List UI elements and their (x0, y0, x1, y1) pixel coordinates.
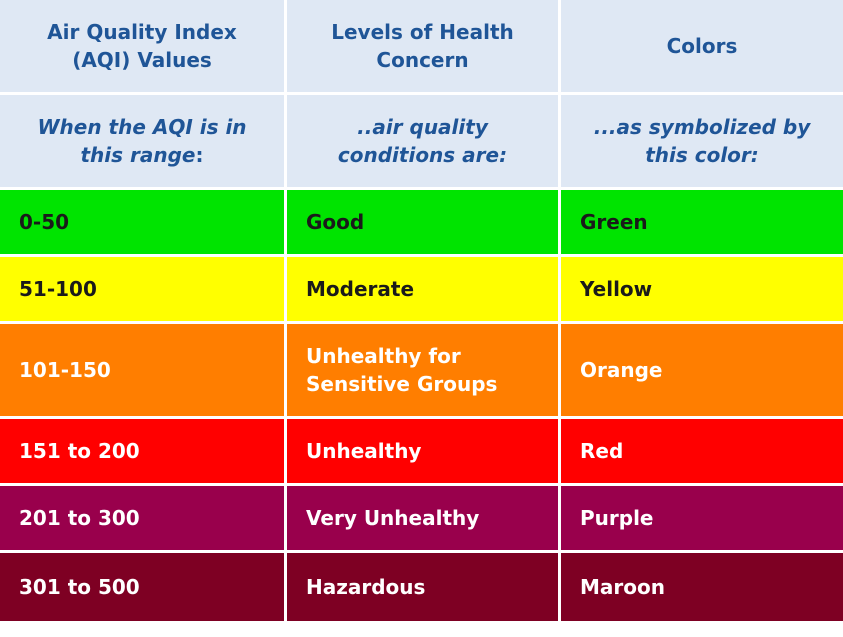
header-aqi-values-text: Air Quality Index (AQI) Values (47, 20, 237, 72)
color-name-cell: Green (561, 190, 843, 257)
aqi-range-cell: 301 to 500 (0, 553, 287, 621)
aqi-range-cell: 51-100 (0, 257, 287, 324)
header-aqi-values: Air Quality Index (AQI) Values (0, 0, 287, 95)
color-name-cell: Yellow (561, 257, 843, 324)
subheader-conditions: ..air quality conditions are: (287, 95, 561, 190)
header-levels-of-health-concern: Levels of Health Concern (287, 0, 561, 95)
aqi-range-cell: 0-50 (0, 190, 287, 257)
health-level-text: Unhealthy for Sensitive Groups (306, 344, 498, 396)
header-colors-text: Colors (666, 34, 738, 58)
health-level-cell: Very Unhealthy (287, 486, 561, 553)
header-colors: Colors (561, 0, 843, 95)
aqi-range-cell: 151 to 200 (0, 419, 287, 486)
aqi-range-cell: 101-150 (0, 324, 287, 419)
health-level-text: Unhealthy (306, 439, 422, 463)
aqi-range-text: 151 to 200 (19, 439, 140, 463)
aqi-range-text: 101-150 (19, 358, 111, 382)
color-name-cell: Orange (561, 324, 843, 419)
aqi-range-text: 51-100 (19, 277, 97, 301)
color-name-cell: Purple (561, 486, 843, 553)
color-name-text: Orange (580, 358, 663, 382)
color-name-cell: Maroon (561, 553, 843, 621)
subheader-aqi-colon: : (195, 143, 204, 167)
aqi-range-text: 0-50 (19, 210, 70, 234)
subheader-color-text: ...as symbolized by this color: (593, 115, 811, 167)
color-name-text: Maroon (580, 575, 665, 599)
health-level-text: Very Unhealthy (306, 506, 480, 530)
color-name-text: Purple (580, 506, 654, 530)
health-level-cell: Unhealthy (287, 419, 561, 486)
aqi-range-text: 301 to 500 (19, 575, 140, 599)
health-level-cell: Moderate (287, 257, 561, 324)
health-level-text: Hazardous (306, 575, 426, 599)
header-levels-text: Levels of Health Concern (331, 20, 514, 72)
health-level-cell: Good (287, 190, 561, 257)
subheader-aqi-wrap: When the AQI is in this range: (22, 113, 262, 169)
aqi-range-text: 201 to 300 (19, 506, 140, 530)
color-name-text: Yellow (580, 277, 653, 301)
health-level-text: Moderate (306, 277, 415, 301)
subheader-conditions-text: ..air quality conditions are: (337, 115, 508, 167)
health-level-cell: Hazardous (287, 553, 561, 621)
color-name-cell: Red (561, 419, 843, 486)
color-name-text: Green (580, 210, 648, 234)
aqi-range-cell: 201 to 300 (0, 486, 287, 553)
health-level-text: Good (306, 210, 365, 234)
color-name-text: Red (580, 439, 624, 463)
subheader-aqi-text: When the AQI is in this range (37, 115, 247, 167)
subheader-color-symbol: ...as symbolized by this color: (561, 95, 843, 190)
subheader-aqi-range: When the AQI is in this range: (0, 95, 287, 190)
health-level-cell: Unhealthy for Sensitive Groups (287, 324, 561, 419)
